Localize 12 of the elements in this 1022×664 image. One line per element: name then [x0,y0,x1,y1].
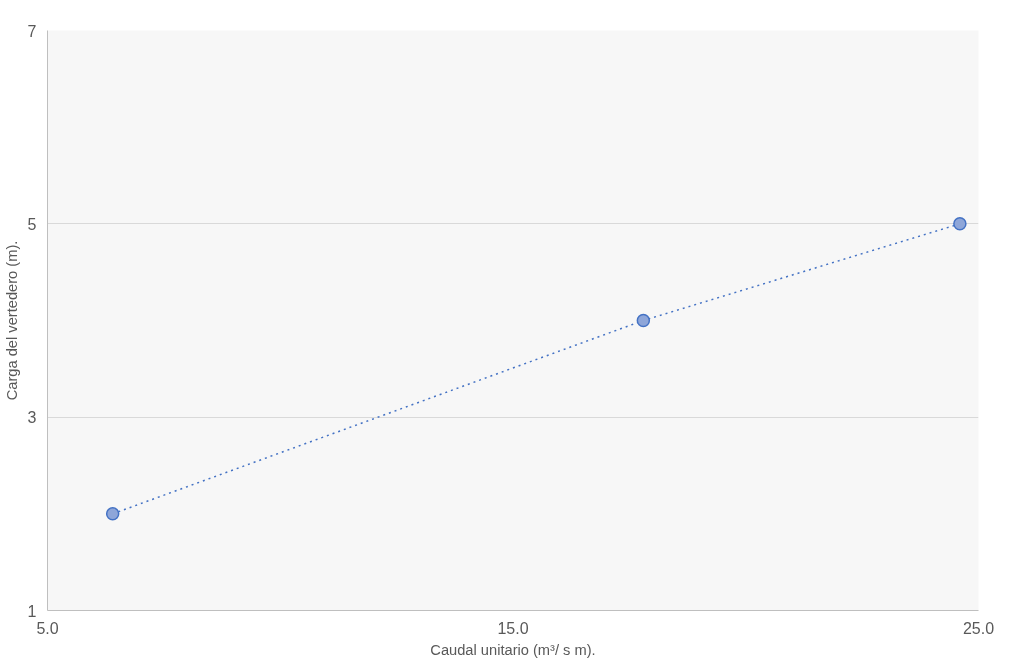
point [636,313,651,328]
y-axis-title: Carga del vertedero (m). [3,240,20,401]
y-tick-label: 5 [27,215,37,233]
y-tick-label: 7 [27,22,37,40]
y-tick-label: 3 [27,409,37,427]
x-tick-label: 5.0 [36,619,59,637]
y-tick-label: 1 [27,602,37,620]
x-tick-label: 25.0 [962,619,995,637]
point [105,507,120,521]
x-axis-title: Caudal unitario (m³/ s m). [430,641,596,658]
x-tick-label: 15.0 [497,619,529,637]
point [953,217,967,231]
